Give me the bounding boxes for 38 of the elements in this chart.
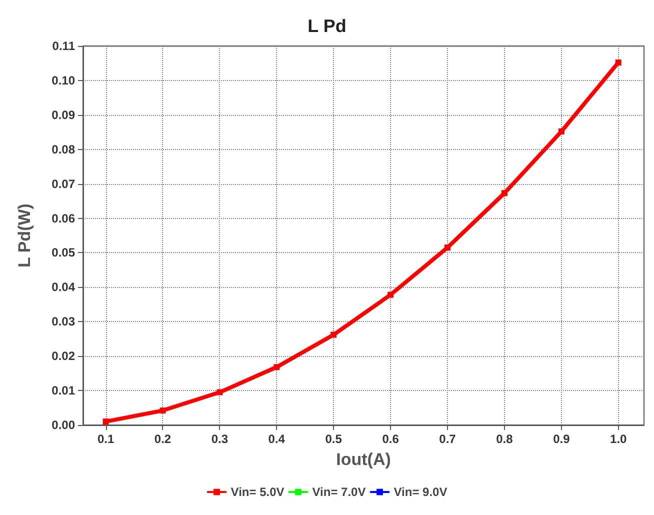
y-tick-label: 0.09: [52, 108, 76, 122]
y-tick-label: 0.00: [52, 418, 76, 432]
point: [160, 408, 166, 414]
x-tick-label: 0.1: [97, 432, 114, 446]
y-tick-label: 0.10: [52, 73, 76, 88]
point: [274, 364, 280, 370]
point: [216, 389, 223, 396]
x-tick-label: 1.0: [610, 432, 628, 446]
y-tick-label: 0.02: [52, 349, 76, 364]
legend-label: Vin= 9.0V: [394, 485, 448, 499]
y-tick-label: 0.04: [52, 280, 76, 294]
legend-label: Vin= 5.0V: [230, 485, 284, 499]
point: [102, 418, 109, 425]
y-tick-label: 0.03: [52, 314, 76, 329]
point: [615, 60, 622, 66]
y-tick-label: 0.11: [52, 39, 76, 53]
point: [501, 190, 508, 196]
x-tick-label: 0.9: [553, 432, 570, 446]
x-tick-label: 0.3: [211, 432, 228, 446]
chart-title: L Pd: [308, 16, 346, 36]
y-tick-label: 0.07: [52, 176, 76, 191]
y-tick-label: 0.08: [52, 142, 76, 156]
point: [330, 332, 337, 338]
legend-label: Vin= 7.0V: [312, 485, 366, 499]
x-tick-label: 0.2: [154, 432, 172, 446]
point: [444, 244, 451, 251]
x-tick-label: 0.4: [268, 432, 286, 446]
y-tick-label: 0.06: [52, 211, 76, 226]
x-tick-label: 0.5: [325, 432, 342, 446]
point: [388, 292, 394, 298]
x-tick-label: 0.8: [496, 432, 514, 446]
point: [558, 128, 564, 134]
x-tick-label: 0.6: [382, 432, 400, 446]
x-tick-label: 0.7: [439, 432, 456, 446]
y-axis-title: L Pd(W): [15, 204, 34, 268]
y-tick-label: 0.01: [52, 384, 76, 398]
y-tick-label: 0.05: [52, 246, 76, 260]
x-axis-title: Iout(A): [336, 450, 391, 469]
